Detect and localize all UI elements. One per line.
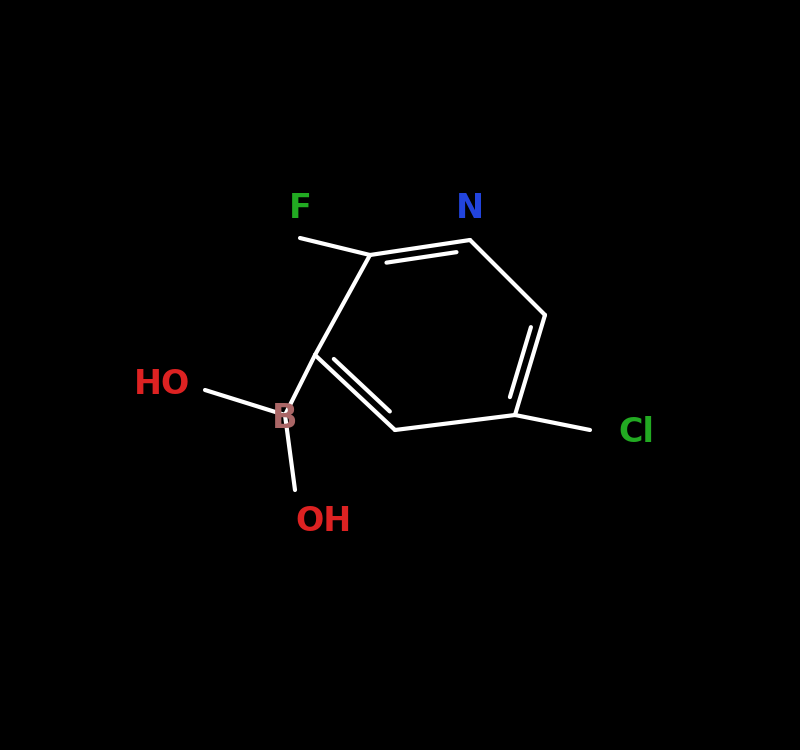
Text: Cl: Cl — [618, 416, 654, 449]
Text: OH: OH — [295, 505, 351, 538]
Text: F: F — [289, 192, 311, 225]
Text: HO: HO — [134, 368, 190, 401]
Text: B: B — [272, 401, 298, 434]
Text: N: N — [456, 192, 484, 225]
